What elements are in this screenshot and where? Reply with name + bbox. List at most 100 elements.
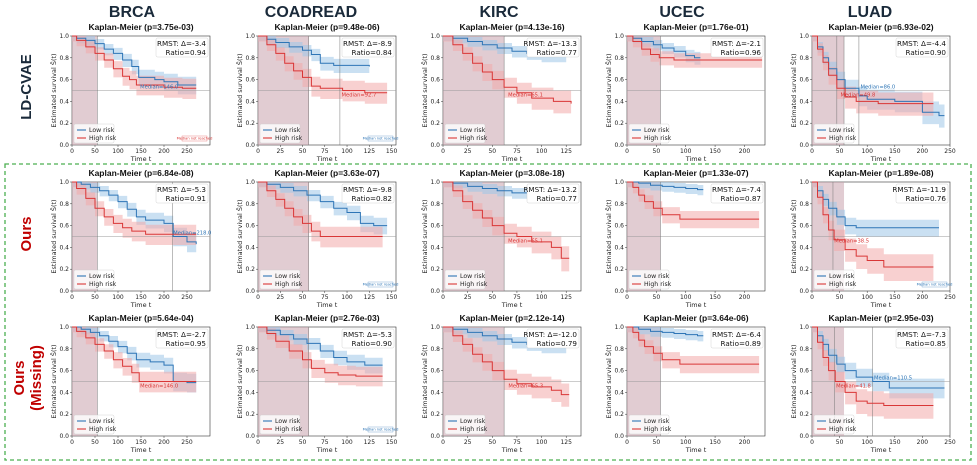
high-risk-ci-band [812,182,934,281]
y-axis-label: Estimated survival Ŝ(t) [235,53,244,127]
y-tick-label: 0.2 [59,266,69,273]
panel-title: Kaplan-Meier (p=3.63e-07) [274,168,379,178]
y-tick-label: 0.8 [614,201,624,208]
x-tick-label: 150 [135,294,147,301]
y-axis-label: Estimated survival Ŝ(t) [420,199,429,273]
legend-high-label: High risk [89,281,117,288]
low-risk-ci-band [812,182,939,237]
x-axis-label: Time t [685,155,707,163]
legend-low-label: Low risk [275,127,301,134]
legend-high-label: High risk [275,281,303,288]
y-tick-label: 0.8 [430,346,440,353]
y-tick-label: 0.0 [430,433,440,440]
y-tick-label: 0.6 [614,77,624,84]
x-tick-label: 0 [625,294,629,301]
x-tick-label: 200 [158,148,170,155]
x-tick-label: 75 [513,148,521,155]
y-axis-label: Estimated survival Ŝ(t) [235,199,244,273]
km-panel-1-3: Kaplan-Meier (p=1.33e-07) 0.0 0.2 0.4 0.6 0.8… [604,168,766,309]
y-tick-label: 0.0 [430,288,440,295]
column-title-coadread: COADREAD [265,4,357,21]
y-tick-label: 0.4 [245,389,255,396]
x-tick-label: 50 [299,148,307,155]
x-tick-label: 250 [181,439,193,446]
median-high-label: Median=49.8 [840,93,875,99]
high-risk-ci-band [258,36,388,104]
x-axis-label: Time t [130,301,152,309]
x-axis-label: Time t [130,446,152,454]
x-tick-label: 125 [364,294,376,301]
km-panel-0-3: Kaplan-Meier (p=1.76e-01) 0.0 0.2 0.4 0.6 0.8… [604,22,766,163]
y-tick-label: 1.0 [799,324,809,331]
median-not-reached-label: Median not reached [363,428,399,432]
x-axis-label: Time t [316,301,338,309]
y-tick-label: 1.0 [245,33,255,40]
high-risk-curve [627,181,760,220]
y-axis-label: Estimated survival Ŝ(t) [49,199,58,273]
y-tick-label: 0.2 [430,411,440,418]
x-tick-label: 150 [709,294,721,301]
median-not-reached-label: Median not reached [917,283,953,287]
x-tick-label: 100 [112,148,124,155]
y-tick-label: 0.4 [430,244,440,251]
low-risk-ci-band [258,182,388,235]
x-tick-label: 200 [158,294,170,301]
x-tick-label: 0 [441,439,445,446]
high-risk-curve [627,35,763,61]
panel-title: Kaplan-Meier (p=3.08e-18) [459,168,564,178]
y-tick-label: 0.8 [614,346,624,353]
x-axis-label: Time t [685,301,707,309]
x-tick-label: 75 [321,294,329,301]
x-tick-label: 50 [836,439,844,446]
y-tick-label: 0.0 [59,142,69,149]
x-tick-label: 250 [181,148,193,155]
x-tick-label: 150 [709,148,721,155]
x-tick-label: 0 [810,439,814,446]
y-tick-label: 0.6 [614,368,624,375]
y-tick-label: 0.8 [799,346,809,353]
km-panel-0-4: Kaplan-Meier (p=6.93e-02) 0.0 0.2 0.4 0.6 0.8… [789,22,956,163]
x-axis-label: Time t [501,446,523,454]
low-risk-curve [627,181,704,191]
y-tick-label: 0.4 [799,98,809,105]
x-tick-label: 0 [256,148,260,155]
legend-high-label: High risk [460,426,488,433]
y-tick-label: 0.2 [430,120,440,127]
median-low-label: Median=110.5 [874,376,912,382]
x-axis-label: Time t [870,155,892,163]
median-not-reached-label: Median not reached [177,137,213,141]
y-tick-label: 0.6 [430,77,440,84]
legend-low-label: Low risk [644,418,670,425]
rmst-delta: RMST: Δ=-2.1 [712,39,761,48]
median-high-label: Median=41.8 [836,384,871,390]
x-tick-label: 100 [341,148,353,155]
y-tick-label: 0.2 [59,411,69,418]
x-tick-label: 200 [739,294,751,301]
median-not-reached-box [367,281,394,288]
x-tick-label: 0 [810,294,814,301]
x-tick-label: 100 [680,294,692,301]
panel-title: Kaplan-Meier (p=2.76e-03) [274,313,379,323]
y-tick-label: 0.0 [614,288,624,295]
high-risk-ci-band [72,182,197,245]
y-tick-label: 0.6 [799,77,809,84]
y-axis-label: Estimated survival Ŝ(t) [49,344,58,418]
x-tick-label: 200 [158,439,170,446]
row-label-ours-missing-line2: (Missing) [28,345,45,411]
low-risk-curve [812,326,945,389]
high-risk-curve [258,326,383,377]
rmst-box [341,328,395,349]
y-tick-label: 0.8 [799,55,809,62]
median-not-reached-box [181,135,208,142]
x-tick-label: 100 [861,148,873,155]
km-panel-1-0: Kaplan-Meier (p=6.84e-08) 0.0 0.2 0.4 0.6 0.8… [49,168,211,309]
y-tick-label: 0.0 [614,433,624,440]
legend-high-label: High risk [460,281,488,288]
y-tick-label: 0.8 [799,201,809,208]
y-tick-label: 0.6 [799,368,809,375]
low-risk-ci-band [627,327,704,342]
rmst-ratio: Ratio=0.89 [721,339,762,348]
x-tick-label: 250 [944,439,956,446]
x-axis-label: Time t [870,446,892,454]
